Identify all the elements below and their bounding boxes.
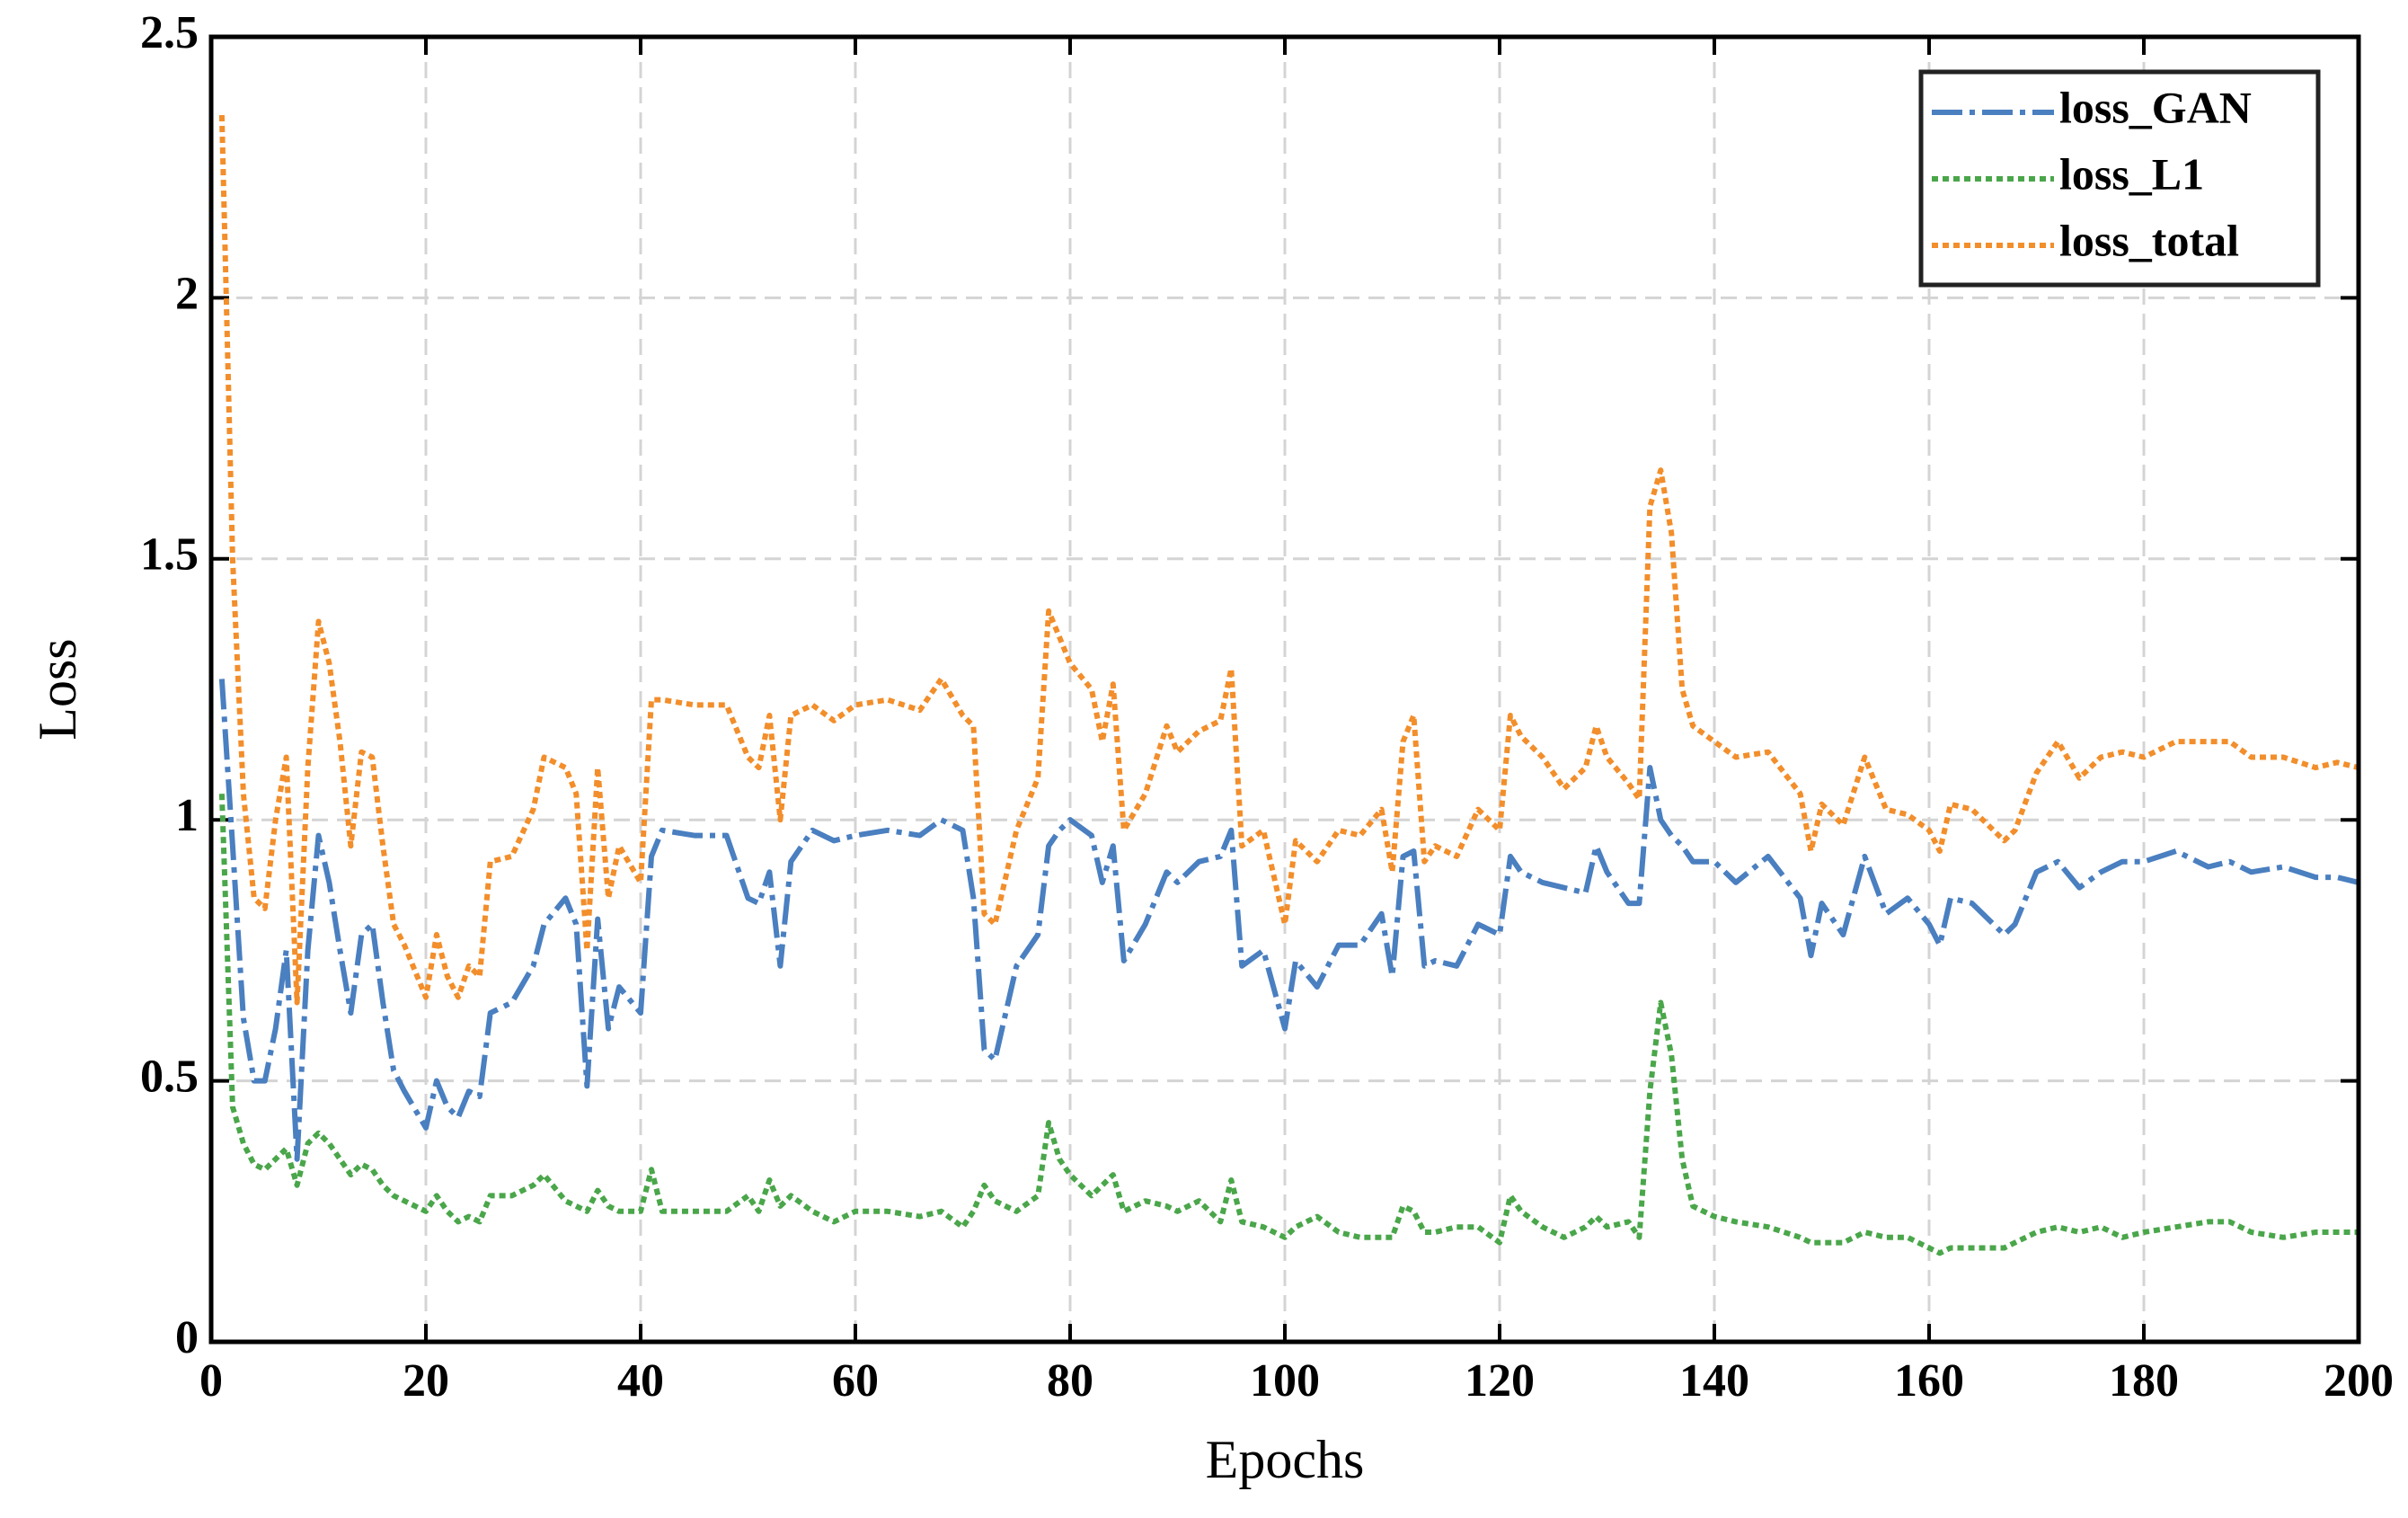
x-tick-label: 100	[1250, 1355, 1320, 1407]
y-tick-label: 0	[175, 1312, 199, 1363]
y-tick-label: 1	[175, 790, 199, 841]
x-tick-label: 140	[1679, 1355, 1749, 1407]
x-axis-label: Epochs	[1206, 1430, 1365, 1489]
x-tick-label: 160	[1894, 1355, 1964, 1407]
y-axis-label: Loss	[28, 638, 87, 740]
x-tick-label: 200	[2324, 1355, 2394, 1407]
legend: loss_GAN loss_L1 loss_total	[1918, 69, 2321, 288]
y-tick-label: 2	[175, 268, 199, 319]
x-tick-label: 80	[1047, 1355, 1093, 1407]
plot-frame	[208, 34, 2361, 1345]
x-tick-label: 120	[1465, 1355, 1535, 1407]
x-tick-label: 20	[403, 1355, 449, 1407]
x-tick-label: 60	[832, 1355, 879, 1407]
y-tick-label: 1.5	[140, 529, 199, 581]
y-tick-label: 0.5	[140, 1052, 199, 1103]
legend-label: loss_L1	[2059, 148, 2204, 199]
x-tick-label: 180	[2109, 1355, 2179, 1407]
legend-label: loss_GAN	[2059, 82, 2252, 132]
x-tick-label: 40	[617, 1355, 664, 1407]
y-tick-label: 2.5	[140, 7, 199, 58]
legend-label: loss_total	[2059, 215, 2239, 265]
x-tick-label: 0	[199, 1355, 223, 1407]
series-line	[218, 679, 2359, 1162]
